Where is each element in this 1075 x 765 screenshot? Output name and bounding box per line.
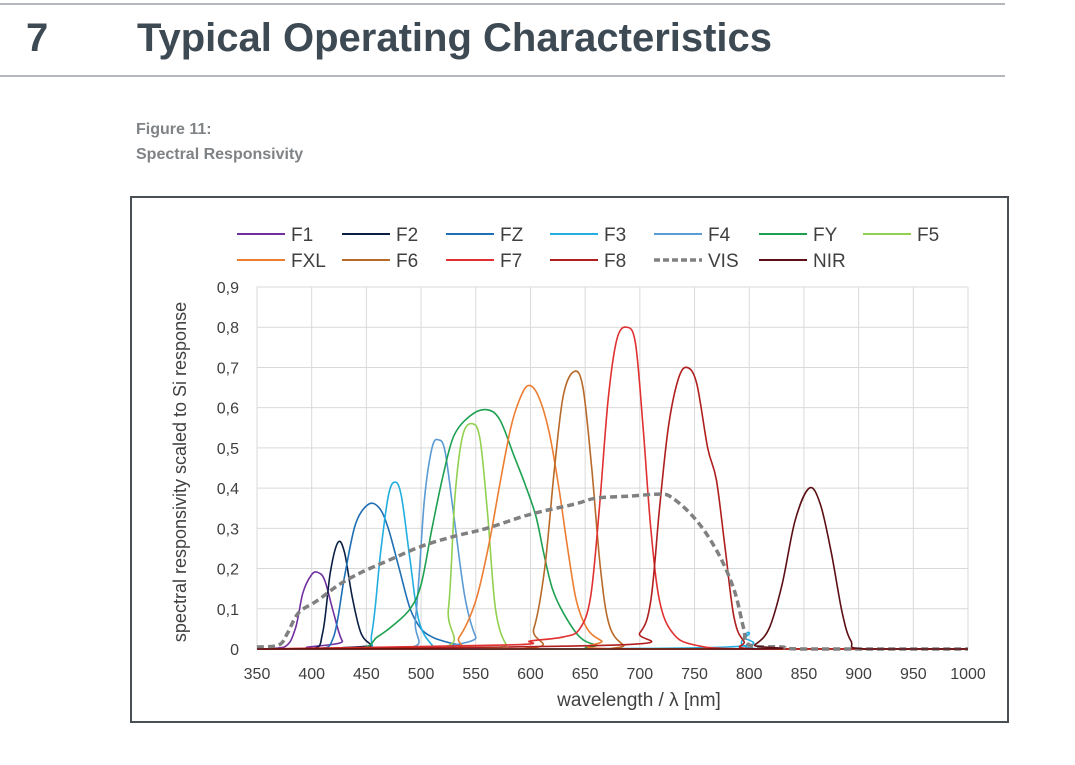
series-line-f3	[257, 481, 968, 650]
x-tick-label: 500	[408, 666, 435, 683]
x-tick-label: 1000	[950, 666, 986, 683]
series-line-nir	[257, 486, 968, 650]
y-tick-label: 0,8	[217, 320, 239, 337]
grid	[256, 286, 969, 650]
y-tick-label: 0,2	[217, 562, 239, 579]
y-tick-label: 0,7	[217, 360, 239, 377]
legend-label-f6: F6	[396, 251, 418, 272]
x-tick-label: 900	[845, 666, 872, 683]
x-tick-label: 750	[681, 666, 708, 683]
legend-label-nir: NIR	[813, 251, 846, 272]
series-line-fxl	[257, 384, 968, 650]
y-tick-label: 0,6	[217, 401, 239, 418]
legend-label-f4: F4	[708, 225, 731, 246]
x-tick-label: 800	[736, 666, 763, 683]
series-line-f8	[256, 366, 968, 650]
x-tick-label: 400	[298, 666, 325, 683]
y-axis-title: spectral responsivity scaled to Si respo…	[170, 302, 190, 642]
x-tick-label: 950	[900, 666, 927, 683]
legend-label-vis: VIS	[708, 251, 739, 272]
legend-label-fy: FY	[813, 225, 838, 246]
y-tick-label: 0,1	[217, 602, 239, 619]
legend-label-f2: F2	[396, 225, 418, 246]
tick-labels: 350 400 450 500 550 600 650 700 750 800 850 900 950 1…	[217, 280, 986, 683]
x-tick-label: 350	[244, 666, 271, 683]
series-line-f4	[257, 438, 968, 650]
x-tick-label: 600	[517, 666, 544, 683]
legend-label-f8: F8	[604, 251, 626, 272]
legend-label-fz: FZ	[500, 225, 524, 246]
top-rule	[0, 3, 1005, 5]
legend-label-fxl: FXL	[291, 251, 326, 272]
y-tick-label: 0,3	[217, 521, 239, 538]
y-tick-label: 0,5	[217, 441, 239, 458]
series-line-fy	[257, 408, 968, 650]
series-line-fz	[257, 502, 968, 650]
chart-frame: 350 400 450 500 550 600 650 700 750 800 850 900 950 1…	[130, 196, 1009, 723]
series-line-vis	[256, 492, 968, 651]
curves	[256, 326, 968, 651]
figure-label: Figure 11:	[136, 121, 212, 138]
y-tick-label: 0	[230, 642, 239, 659]
series-line-f5	[257, 422, 968, 650]
legend-label-f5: F5	[917, 225, 939, 246]
x-tick-label: 850	[791, 666, 818, 683]
legend: F1 F2 FZ F3 F4 FY F5 FXL F6 F7 F8 VIS NIR	[237, 225, 939, 272]
series-line-f6	[257, 370, 968, 650]
legend-label-f3: F3	[604, 225, 626, 246]
x-tick-label: 550	[462, 666, 489, 683]
figure-caption: Spectral Responsivity	[136, 146, 304, 163]
x-tick-label: 700	[626, 666, 653, 683]
x-tick-label: 650	[572, 666, 599, 683]
legend-label-f7: F7	[500, 251, 522, 272]
x-axis-title: wavelength / λ [nm]	[556, 690, 721, 711]
section-number: 7	[26, 16, 49, 60]
title-rule	[0, 75, 1005, 77]
legend-label-f1: F1	[291, 225, 313, 246]
y-tick-label: 0,4	[217, 481, 239, 498]
x-tick-label: 450	[353, 666, 380, 683]
y-tick-label: 0,9	[217, 280, 239, 297]
series-line-f7	[256, 326, 968, 650]
spectral-responsivity-chart: 350 400 450 500 550 600 650 700 750 800 850 900 950 1…	[170, 225, 986, 711]
section-title: Typical Operating Characteristics	[137, 16, 773, 60]
